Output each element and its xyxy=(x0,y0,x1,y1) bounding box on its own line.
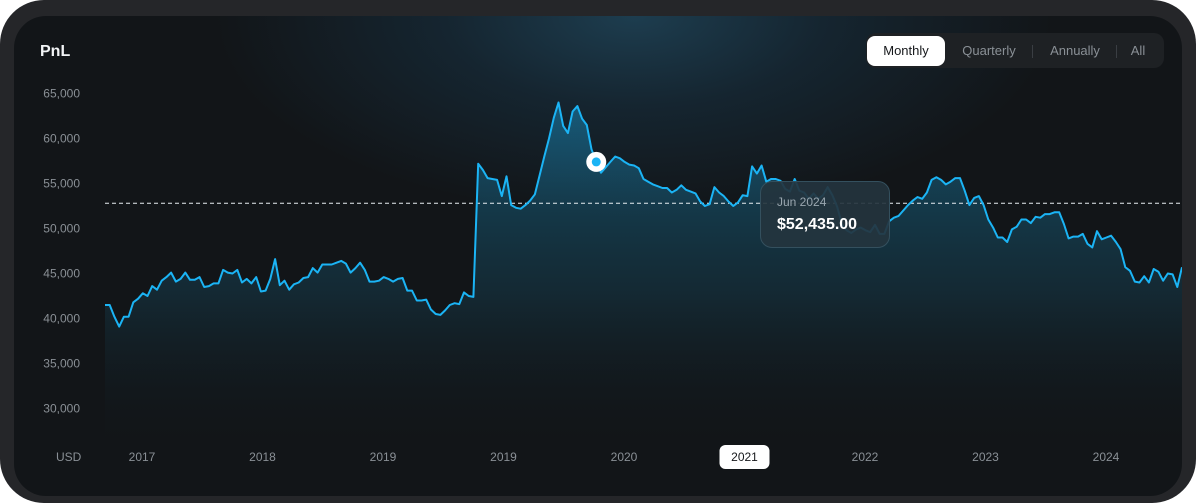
x-tick-label: 2019 xyxy=(490,450,517,464)
x-tick-label: 2019 xyxy=(370,450,397,464)
y-tick-label: 50,000 xyxy=(43,222,80,236)
y-tick-label: 45,000 xyxy=(43,267,80,281)
y-tick-label: 60,000 xyxy=(43,132,80,146)
value-tooltip: Jun 2024 $52,435.00 xyxy=(760,181,890,248)
x-tick-label: 2022 xyxy=(852,450,879,464)
tooltip-date: Jun 2024 xyxy=(777,195,827,209)
x-tick-label: 2023 xyxy=(972,450,999,464)
x-tick-label: 2024 xyxy=(1093,450,1120,464)
x-tick-label: 2017 xyxy=(129,450,156,464)
series-line xyxy=(105,101,1182,328)
highlight-marker[interactable] xyxy=(586,151,607,172)
y-axis: 30,000 35,000 40,000 45,000 50,000 55,000 60,0… xyxy=(43,87,80,416)
x-axis: 2017 2018 2019 2019 2020 2021 2022 2023 2024 xyxy=(129,445,1120,469)
period-selector: Monthly Quarterly Annually All xyxy=(866,33,1164,68)
highlight-point xyxy=(591,157,601,167)
y-tick-label: 40,000 xyxy=(43,312,80,326)
period-quarterly[interactable]: Quarterly xyxy=(962,43,1016,58)
chart-title: PnL xyxy=(40,43,71,60)
period-all[interactable]: All xyxy=(1130,43,1146,58)
y-tick-label: 65,000 xyxy=(43,87,80,101)
x-tick-label: 2018 xyxy=(249,450,276,464)
y-tick-label: 30,000 xyxy=(43,402,80,416)
period-monthly[interactable]: Monthly xyxy=(867,36,945,66)
period-annually[interactable]: Annually xyxy=(1050,43,1100,58)
x-tick-highlight[interactable] xyxy=(719,445,770,469)
period-divider xyxy=(1116,45,1117,58)
y-tick-label: 55,000 xyxy=(43,177,80,191)
x-tick-label: 2020 xyxy=(611,450,638,464)
chart-panel: PnL Monthly Quarterly Annually All 30,00… xyxy=(14,16,1182,496)
y-unit-label: USD xyxy=(56,450,82,464)
area-fill xyxy=(105,102,1182,451)
tooltip-value: $52,435.00 xyxy=(777,216,858,233)
y-tick-label: 35,000 xyxy=(43,357,80,371)
pnl-area-chart: 30,000 35,000 40,000 45,000 50,000 55,000 60,0… xyxy=(43,87,1182,469)
x-tick-label: 2021 xyxy=(731,450,758,464)
period-divider xyxy=(1032,45,1033,58)
